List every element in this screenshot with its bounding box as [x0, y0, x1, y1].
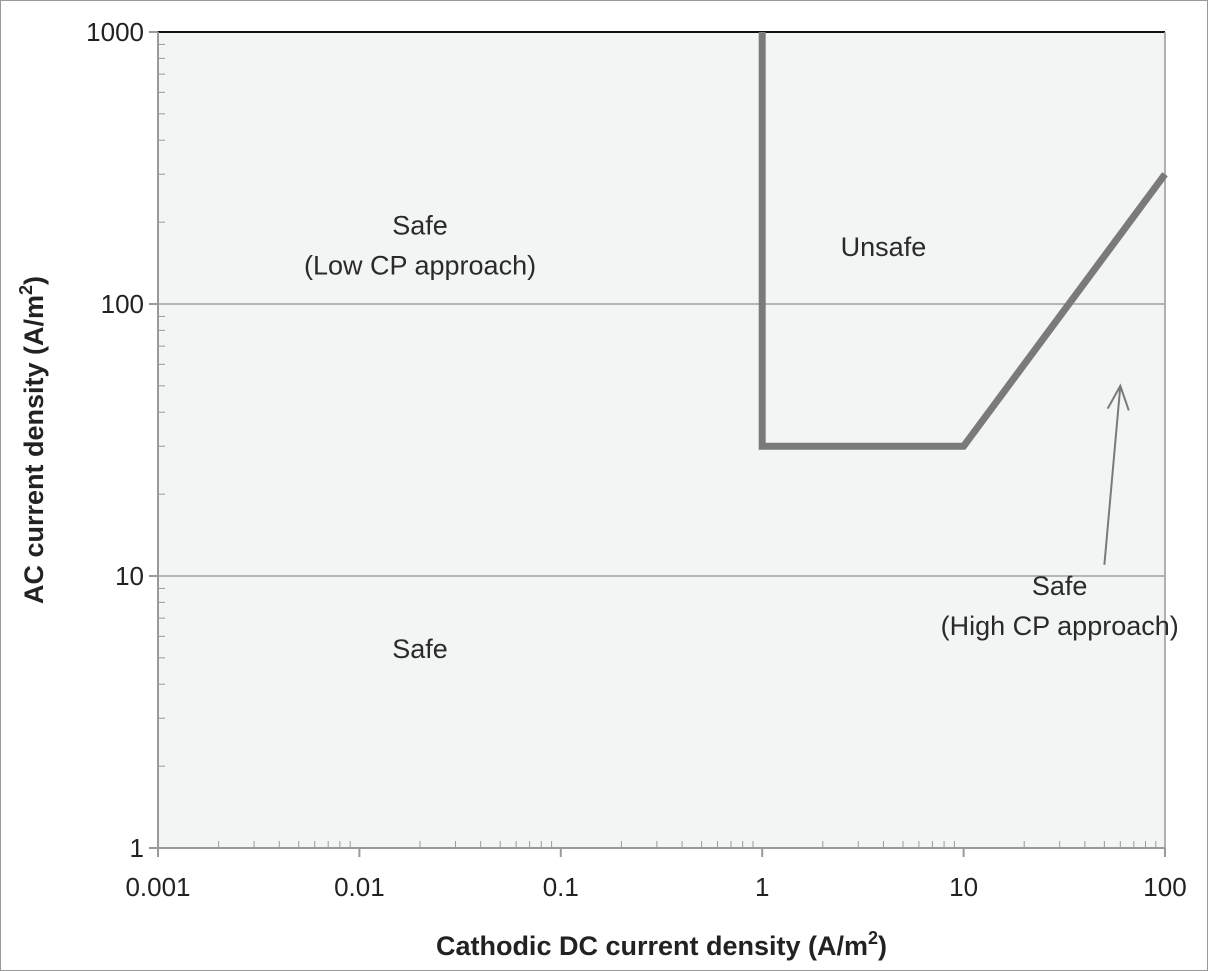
y-tick-label: 100	[101, 289, 144, 319]
x-tick-label: 0.1	[543, 872, 579, 902]
x-axis-title-main: Cathodic DC current density (A/m	[436, 931, 868, 961]
region-labels: Safe (Low CP approach) Unsafe Safe Safe (High…	[304, 211, 1179, 664]
y-axis-title-close: )	[19, 276, 49, 285]
annotation-arrow	[1103, 383, 1130, 565]
x-axis-title-close: )	[878, 931, 887, 961]
x-minor-ticks	[218, 841, 1157, 848]
major-ticks	[149, 31, 1166, 857]
y-tick-labels: 1 10 100 1000	[86, 17, 144, 863]
y-axis-title: AC current density (A/m2)	[16, 276, 49, 604]
plot-area	[158, 32, 1165, 848]
y-tick-label: 10	[115, 561, 144, 591]
arrow-head	[1106, 383, 1130, 411]
x-axis-title: Cathodic DC current density (A/m2)	[436, 928, 887, 961]
x-axis-title-superscript: 2	[868, 928, 878, 948]
boundary-line	[758, 32, 1168, 450]
y-tick-label: 1	[130, 833, 144, 863]
x-tick-label: 10	[949, 872, 978, 902]
y-axis-title-main: AC current density (A/m	[19, 295, 49, 604]
x-tick-label: 1	[755, 872, 769, 902]
x-tick-label: 100	[1143, 872, 1186, 902]
region-label: (Low CP approach)	[304, 251, 536, 281]
region-label: Safe	[392, 211, 448, 241]
x-tick-labels: 0.001 0.01 0.1 1 10 100	[125, 872, 1186, 902]
x-tick-label: 0.01	[334, 872, 385, 902]
region-label: (High CP approach)	[941, 611, 1179, 641]
series-lines	[758, 32, 1168, 450]
region-label: Safe	[1032, 571, 1088, 601]
region-label: Unsafe	[841, 232, 927, 262]
y-minor-ticks	[158, 43, 165, 767]
y-tick-label: 1000	[86, 17, 144, 47]
region-label: Safe	[392, 634, 448, 664]
x-tick-label: 0.001	[125, 872, 190, 902]
arrow-shaft	[1103, 385, 1122, 565]
gridlines	[158, 303, 1165, 577]
y-axis-title-superscript: 2	[16, 285, 36, 295]
